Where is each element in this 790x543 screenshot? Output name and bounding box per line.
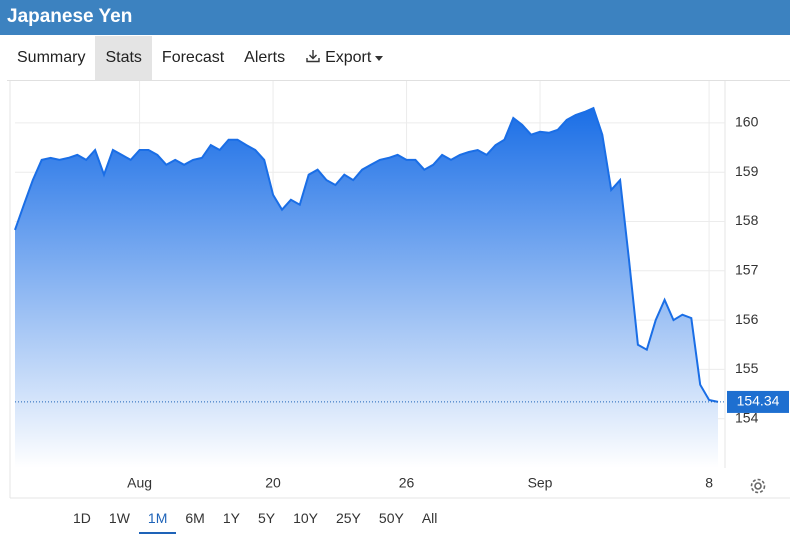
header: Japanese Yen [0,0,790,35]
settings-icon[interactable] [750,478,766,494]
y-tick-label: 160 [735,114,759,130]
x-tick-label: Aug [127,475,152,491]
line [14,106,719,403]
range-button[interactable]: 50Y [378,510,404,526]
y-tick-label: 159 [735,163,759,179]
range-button[interactable]: 1D [73,510,91,526]
tab[interactable]: Alerts [244,49,286,66]
range-button[interactable]: 6M [185,510,205,526]
x-tick-label: Sep [528,475,553,491]
range-button[interactable]: 5Y [257,510,276,526]
divider [7,80,790,81]
tab-bar: Summary Stats Forecast Alerts Export [7,36,394,80]
x-tick-label: 8 [705,475,713,491]
tab[interactable]: Forecast [161,49,225,66]
y-tick-label: 158 [735,212,759,228]
tab[interactable]: Summary [17,49,86,66]
tab[interactable]: Stats [95,36,152,80]
range-button[interactable]: 1Y [222,510,240,526]
y-tick-label: 155 [735,360,759,376]
x-tick-label: 20 [265,475,281,491]
y-tick-label: 154 [735,409,759,425]
y-tick-label: 156 [735,311,759,327]
x-tick-label: 26 [399,475,415,491]
range-button[interactable]: 1W [108,510,130,526]
y-tick-label: 157 [735,261,759,277]
area [15,108,718,468]
last-value-label: 154.34 [737,393,780,409]
tab[interactable]: Export [295,36,394,80]
range-button[interactable]: All [421,510,438,526]
last-value-box [727,390,789,413]
range-button[interactable]: 10Y [293,510,318,526]
range-bar: 1D 1W 1M 6M 1Y 5Y 10Y 25Y 50Y All [64,504,446,534]
dropdown-caret [375,56,384,61]
export-icon [306,50,320,63]
range-button[interactable]: 1M [138,504,177,534]
range-button[interactable]: 25Y [335,510,361,526]
title: Japanese Yen [7,6,133,27]
